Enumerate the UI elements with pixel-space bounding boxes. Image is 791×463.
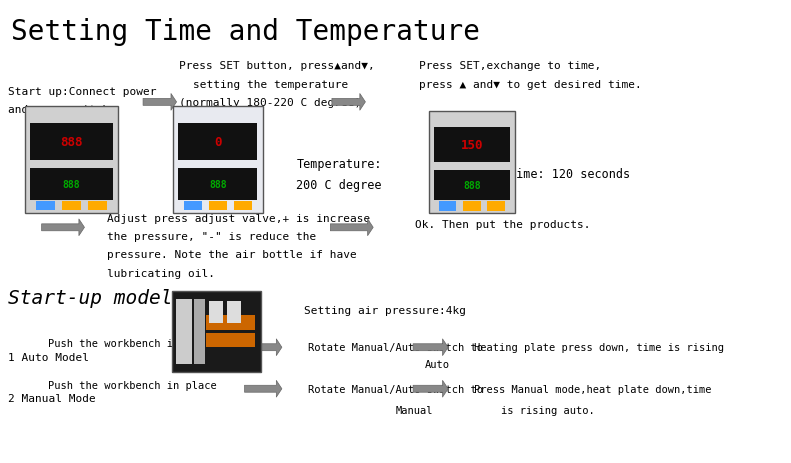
Bar (209, 201, 227, 211)
Text: Rotate Manual/Auto switch to: Rotate Manual/Auto switch to (308, 384, 483, 394)
Bar (89, 201, 108, 211)
Text: Start up:Connect power: Start up:Connect power (8, 87, 156, 96)
Bar (194, 300, 205, 364)
Bar (184, 201, 202, 211)
Bar (179, 169, 257, 200)
Text: Manual: Manual (396, 406, 433, 415)
Bar (234, 201, 252, 211)
Text: 150: 150 (460, 139, 483, 152)
Text: Ok. Then put the products.: Ok. Then put the products. (415, 219, 591, 230)
Text: (normally 180-220 C degree): (normally 180-220 C degree) (180, 98, 361, 108)
Text: lubricating oil.: lubricating oil. (107, 269, 214, 278)
Bar (36, 201, 55, 211)
Bar (30, 124, 113, 160)
Text: setting the temperature: setting the temperature (192, 80, 348, 90)
Text: 888: 888 (60, 136, 83, 149)
Bar (206, 333, 255, 348)
Text: pressure. Note the air bottle if have: pressure. Note the air bottle if have (107, 250, 357, 260)
Text: 2 Manual Mode: 2 Manual Mode (8, 394, 96, 403)
Text: 888: 888 (62, 180, 81, 189)
Bar (209, 301, 222, 324)
Text: Setting air pressure:4kg: Setting air pressure:4kg (305, 305, 466, 315)
Text: Setting Time and Temperature: Setting Time and Temperature (11, 18, 480, 45)
Text: 200 C degree: 200 C degree (297, 179, 382, 192)
Text: Auto: Auto (425, 359, 450, 369)
Text: Time: 120 seconds: Time: 120 seconds (509, 168, 630, 181)
Text: Press SET button, press▲and▼,: Press SET button, press▲and▼, (180, 61, 375, 71)
Text: 1 Auto Model: 1 Auto Model (8, 352, 89, 362)
Bar (227, 301, 240, 324)
Text: Start-up model: Start-up model (8, 288, 172, 307)
Bar (434, 128, 509, 163)
Bar (179, 124, 257, 160)
Text: Push the workbench in place: Push the workbench in place (48, 381, 217, 391)
Bar (487, 202, 505, 211)
Text: 888: 888 (464, 181, 481, 191)
Text: the pressure, "-" is reduce the: the pressure, "-" is reduce the (107, 232, 316, 242)
Bar (62, 201, 81, 211)
Text: Press SET,exchange to time,: Press SET,exchange to time, (419, 61, 601, 71)
FancyBboxPatch shape (25, 107, 119, 213)
Text: Adjust press adjust valve,+ is increase: Adjust press adjust valve,+ is increase (107, 213, 370, 223)
Text: Temperature:: Temperature: (297, 158, 382, 171)
Text: is rising auto.: is rising auto. (501, 406, 595, 415)
Bar (172, 291, 261, 372)
Text: press ▲ and▼ to get desired time.: press ▲ and▼ to get desired time. (419, 80, 642, 90)
Text: Press Manual mode,heat plate down,time: Press Manual mode,heat plate down,time (474, 384, 711, 394)
Text: Push the workbench in place: Push the workbench in place (48, 338, 217, 348)
Text: and open switch: and open switch (8, 105, 109, 115)
Bar (434, 170, 509, 201)
Bar (206, 315, 255, 330)
Bar (30, 169, 113, 200)
Text: Rotate Manual/Auto switch to: Rotate Manual/Auto switch to (308, 342, 483, 352)
Bar (176, 300, 192, 364)
FancyBboxPatch shape (173, 107, 263, 213)
Text: 0: 0 (214, 136, 221, 149)
Text: 888: 888 (209, 180, 227, 189)
FancyBboxPatch shape (429, 112, 515, 213)
Text: Heating plate press down, time is rising: Heating plate press down, time is rising (474, 342, 724, 352)
Bar (439, 202, 456, 211)
Bar (464, 202, 481, 211)
